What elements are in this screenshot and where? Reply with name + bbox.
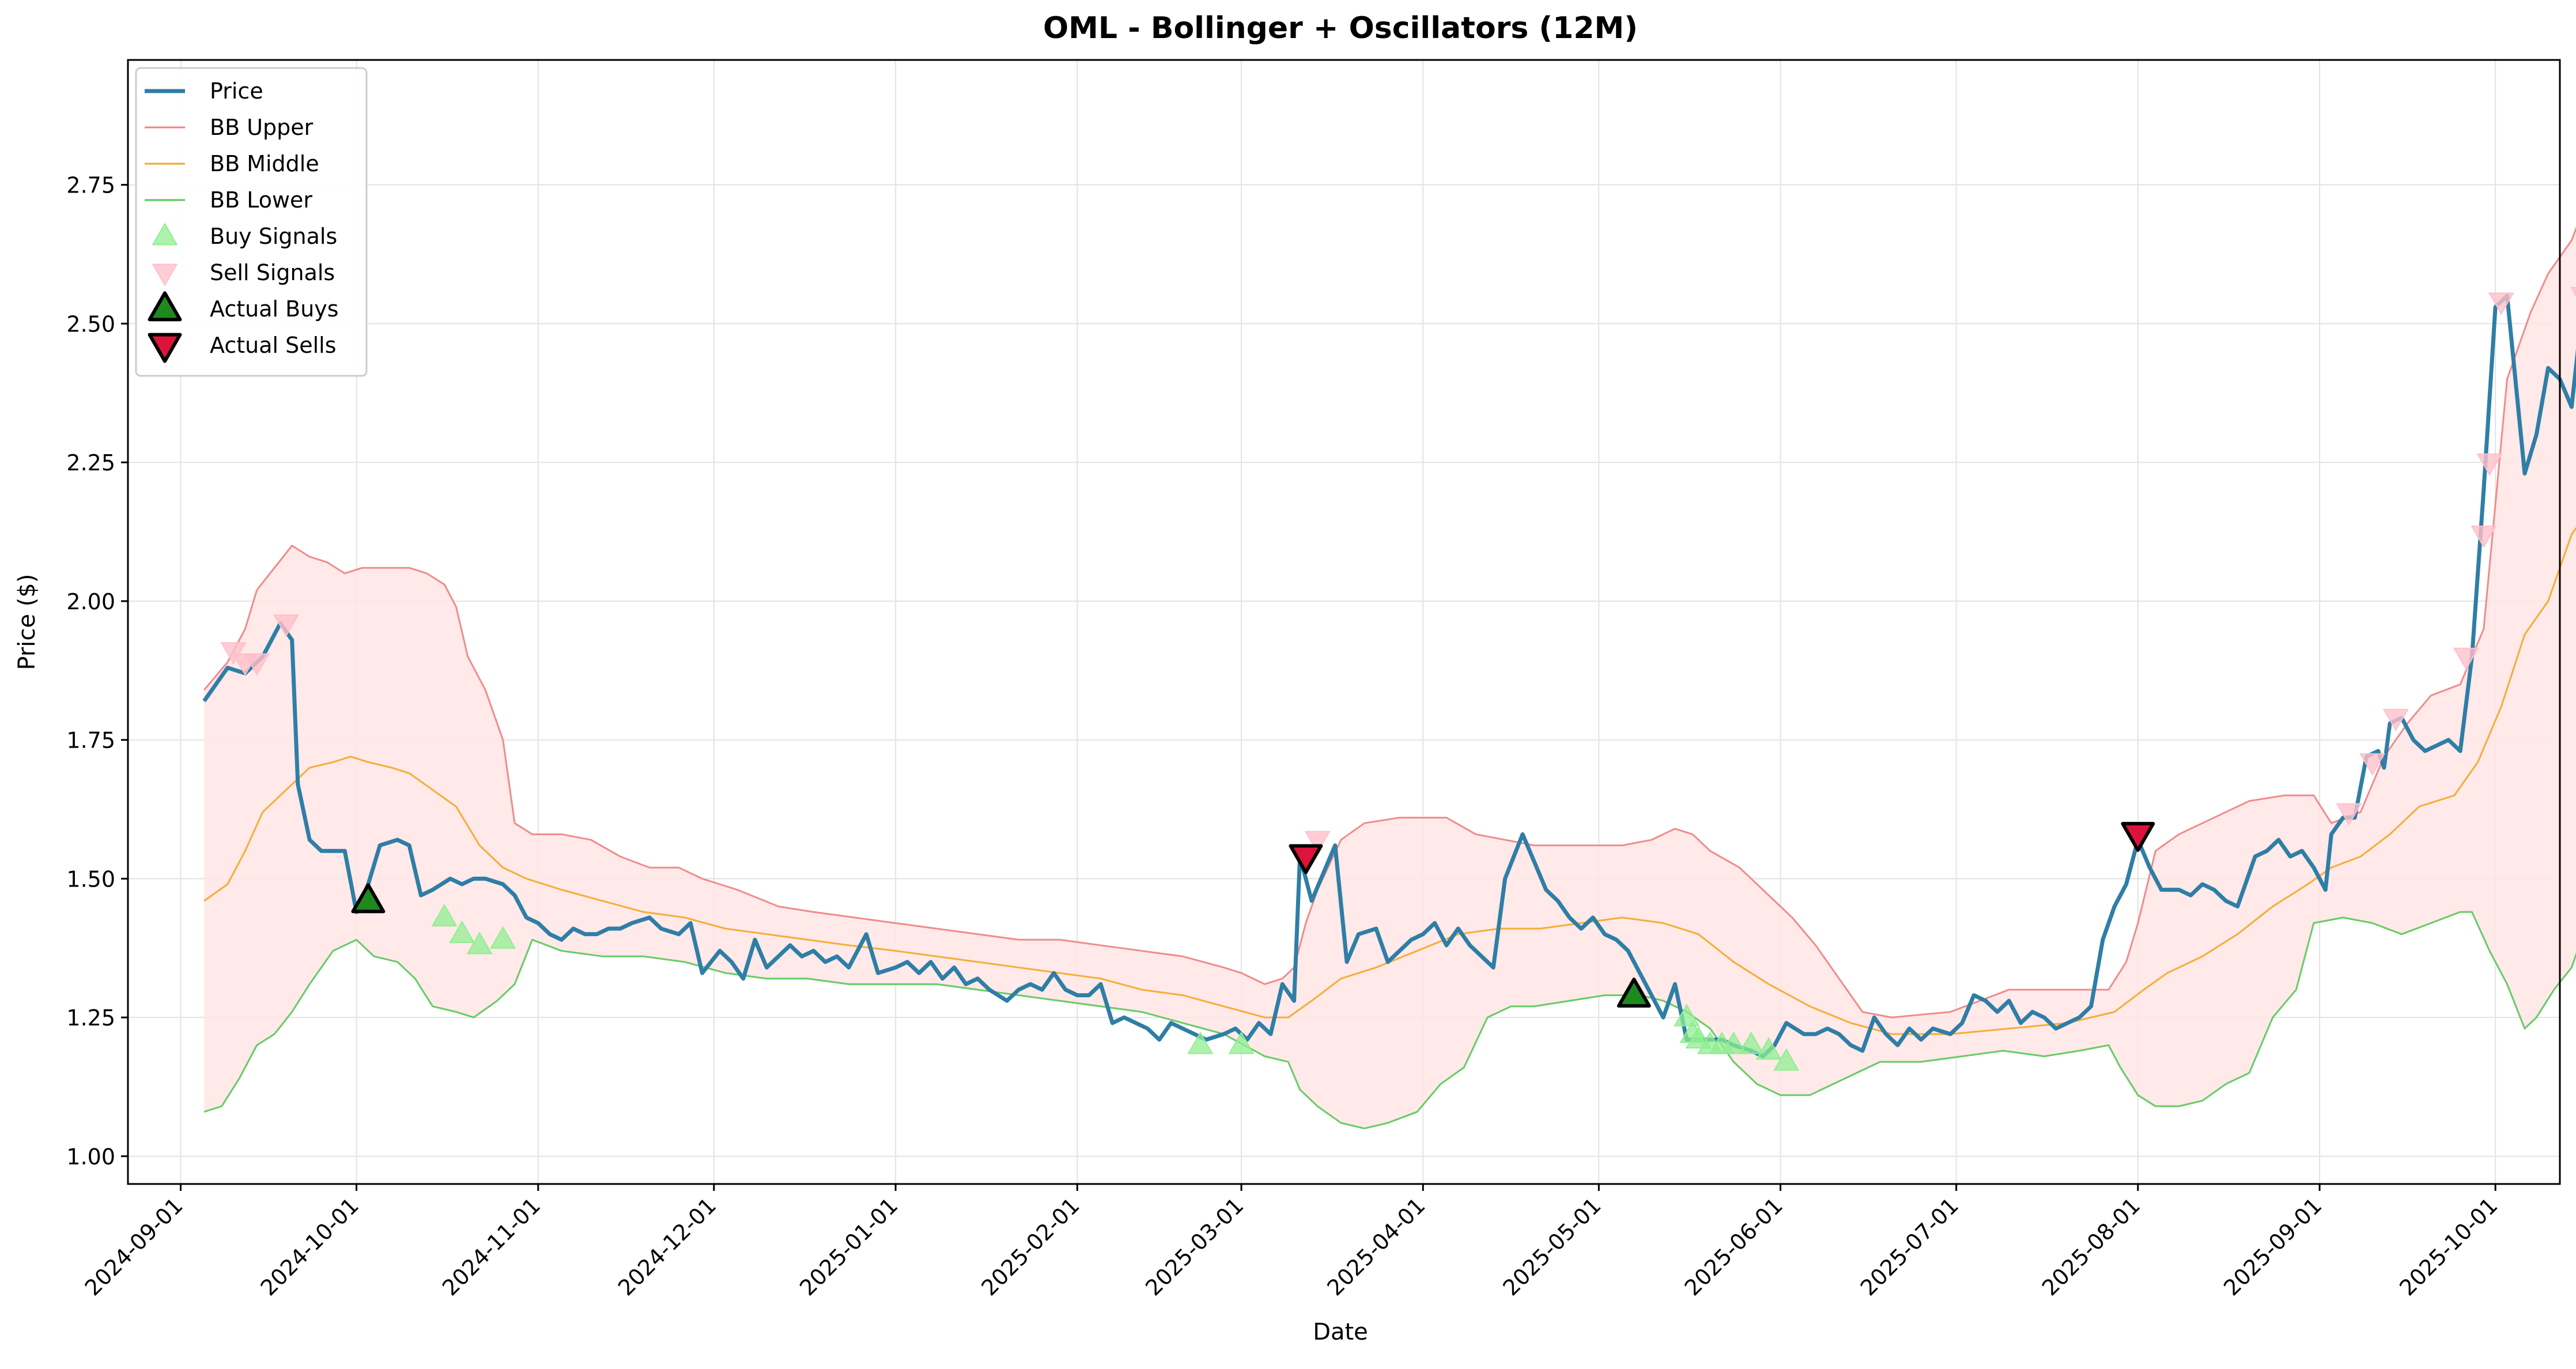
y-axis: 1.00 1.25 1.50 1.75 2.00 2.25 2.50 2.75 — [66, 173, 128, 1170]
markers-layer — [220, 286, 2576, 1071]
y-tick-label: 2.75 — [66, 173, 115, 198]
bb-middle-line — [203, 526, 2576, 1035]
buy-signal-marker — [1228, 1031, 1255, 1054]
price-line — [202, 293, 2576, 1059]
y-tick-label: 1.00 — [66, 1144, 115, 1170]
y-axis-label: Price ($) — [14, 574, 40, 670]
y-tick-label: 2.50 — [66, 311, 115, 337]
buy-signal-marker — [490, 926, 516, 949]
chart-title: OML - Bollinger + Oscillators (12M) — [1043, 11, 1638, 46]
y-tick-label: 1.25 — [66, 1005, 115, 1031]
sell-signal-marker — [2471, 525, 2497, 548]
legend-label: BB Upper — [210, 115, 313, 140]
sell-signal-marker — [220, 642, 247, 665]
sell-signal-marker — [2453, 647, 2479, 670]
plot-frame — [127, 59, 2561, 1185]
legend-swatch-buy-signal — [152, 222, 178, 246]
x-axis-label: Date — [1313, 1319, 1368, 1345]
buy-signal-marker — [431, 904, 458, 927]
sell-signal-marker — [1304, 831, 1331, 854]
legend-label: Actual Buys — [210, 296, 339, 322]
y-tick-label: 2.00 — [66, 589, 115, 614]
sell-signal-marker — [2359, 753, 2386, 776]
buy-signal-marker — [1755, 1037, 1782, 1060]
legend-swatch-actual-sell — [148, 333, 182, 363]
lines-layer — [202, 226, 2576, 1130]
y-tick-label: 1.75 — [66, 728, 115, 753]
actual-buy-marker — [1616, 977, 1651, 1008]
actual-sell-marker — [1289, 844, 1323, 874]
legend: Price BB Upper BB Middle BB Lower Buy Signal… — [135, 67, 368, 377]
sell-signal-marker — [2336, 803, 2362, 826]
sell-signal-marker — [2570, 286, 2576, 297]
buy-signal-marker — [449, 921, 475, 944]
actual-buy-marker — [351, 883, 386, 914]
y-tick-label: 2.25 — [66, 450, 115, 476]
legend-label: Price — [210, 78, 263, 104]
sell-signal-marker — [244, 653, 270, 676]
buy-signal-marker — [466, 931, 493, 955]
y-tick-label: 1.50 — [66, 866, 115, 892]
bb-upper-line — [203, 226, 2576, 1019]
band-layer — [204, 229, 2576, 1129]
legend-swatch-actual-buy — [148, 291, 182, 322]
legend-label: BB Middle — [210, 151, 319, 176]
legend-label: Actual Sells — [210, 333, 337, 358]
sell-signal-marker — [273, 614, 299, 638]
actual-sell-marker — [2121, 821, 2155, 852]
buy-signal-marker — [1674, 1004, 1700, 1027]
sell-signal-marker — [2476, 453, 2503, 476]
buy-signal-marker — [1738, 1031, 1765, 1054]
legend-label: Buy Signals — [210, 224, 337, 249]
sell-signal-marker — [2382, 708, 2409, 731]
sell-signal-marker — [2488, 292, 2514, 315]
legend-label: BB Lower — [210, 187, 312, 213]
bb-lower-line — [203, 911, 2576, 1130]
buy-signal-marker — [1187, 1031, 1214, 1054]
legend-swatch-sell-signal — [152, 263, 178, 286]
buy-signal-marker — [1720, 1031, 1747, 1054]
legend-label: Sell Signals — [210, 260, 335, 285]
legend-box — [135, 67, 368, 377]
bollinger-band-fill — [204, 229, 2576, 1129]
buy-signal-marker — [1773, 1048, 1800, 1071]
